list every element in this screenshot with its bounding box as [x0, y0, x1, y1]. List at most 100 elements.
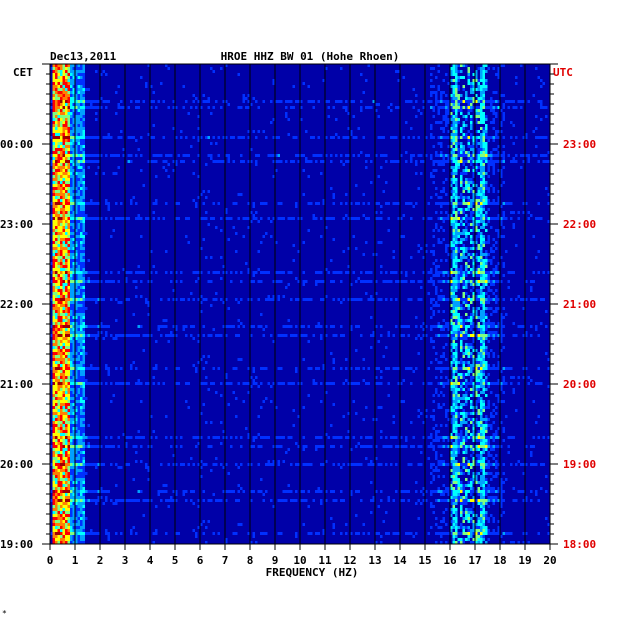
heatmap-cell [432, 346, 435, 349]
heatmap-cell [57, 241, 60, 244]
heatmap-cell [465, 325, 468, 328]
heatmap-cell [497, 160, 500, 163]
heatmap-cell [482, 136, 485, 139]
heatmap-cell [80, 127, 83, 130]
heatmap-cell [90, 298, 93, 301]
heatmap-cell [52, 373, 55, 376]
heatmap-cell [60, 190, 63, 193]
heatmap-cell [247, 268, 250, 271]
heatmap-cell [80, 346, 83, 349]
heatmap-cell [537, 367, 540, 370]
heatmap-cell [250, 280, 253, 283]
heatmap-cell [260, 325, 263, 328]
heatmap-cell [80, 214, 83, 217]
heatmap-cell [467, 190, 470, 193]
heatmap-cell [447, 145, 450, 148]
heatmap-cell [535, 382, 538, 385]
heatmap-cell [477, 370, 480, 373]
heatmap-cell [457, 196, 460, 199]
heatmap-cell [325, 334, 328, 337]
heatmap-cell [370, 295, 373, 298]
heatmap-cell [500, 169, 503, 172]
heatmap-cell [375, 325, 378, 328]
heatmap-cell [497, 379, 500, 382]
heatmap-cell [80, 244, 83, 247]
heatmap-cell [547, 367, 550, 370]
heatmap-cell [502, 391, 505, 394]
heatmap-cell [67, 175, 70, 178]
heatmap-cell [80, 145, 83, 148]
heatmap-cell [60, 364, 63, 367]
heatmap-cell [482, 226, 485, 229]
heatmap-cell [480, 355, 483, 358]
heatmap-cell [482, 85, 485, 88]
heatmap-cell [50, 214, 53, 217]
heatmap-cell [320, 154, 323, 157]
heatmap-cell [277, 295, 280, 298]
heatmap-cell [377, 298, 380, 301]
heatmap-cell [270, 385, 273, 388]
heatmap-cell [70, 118, 73, 121]
heatmap-cell [460, 112, 463, 115]
heatmap-cell [477, 112, 480, 115]
heatmap-cell [77, 262, 80, 265]
heatmap-cell [475, 184, 478, 187]
heatmap-cell [410, 127, 413, 130]
heatmap-cell [420, 154, 423, 157]
heatmap-cell [192, 199, 195, 202]
heatmap-cell [65, 292, 68, 295]
heatmap-cell [55, 238, 58, 241]
heatmap-cell [82, 130, 85, 133]
heatmap-cell [512, 271, 515, 274]
heatmap-cell [472, 166, 475, 169]
heatmap-cell [405, 121, 408, 124]
heatmap-cell [70, 199, 73, 202]
heatmap-cell [475, 139, 478, 142]
heatmap-cell [227, 403, 230, 406]
heatmap-cell [140, 154, 143, 157]
heatmap-cell [540, 106, 543, 109]
heatmap-cell [467, 97, 470, 100]
heatmap-cell [490, 322, 493, 325]
heatmap-cell [275, 154, 278, 157]
heatmap-cell [445, 247, 448, 250]
heatmap-cell [487, 238, 490, 241]
heatmap-cell [205, 298, 208, 301]
heatmap-cell [162, 382, 165, 385]
heatmap-cell [67, 319, 70, 322]
heatmap-cell [477, 190, 480, 193]
heatmap-cell [197, 154, 200, 157]
heatmap-cell [82, 178, 85, 181]
heatmap-cell [455, 391, 458, 394]
heatmap-cell [462, 319, 465, 322]
heatmap-cell [65, 412, 68, 415]
heatmap-cell [295, 334, 298, 337]
heatmap-cell [452, 373, 455, 376]
heatmap-cell [455, 130, 458, 133]
heatmap-cell [427, 100, 430, 103]
heatmap-cell [217, 367, 220, 370]
heatmap-cell [485, 154, 488, 157]
heatmap-cell [62, 211, 65, 214]
heatmap-cell [55, 397, 58, 400]
heatmap-cell [382, 154, 385, 157]
heatmap-cell [60, 250, 63, 253]
heatmap-cell [435, 154, 438, 157]
heatmap-cell [490, 247, 493, 250]
heatmap-cell [500, 325, 503, 328]
heatmap-cell [272, 217, 275, 220]
heatmap-cell [430, 124, 433, 127]
heatmap-cell [495, 295, 498, 298]
heatmap-cell [290, 382, 293, 385]
heatmap-cell [155, 364, 158, 367]
heatmap-cell [475, 130, 478, 133]
heatmap-cell [77, 205, 80, 208]
heatmap-cell [55, 244, 58, 247]
heatmap-cell [435, 160, 438, 163]
heatmap-cell [502, 235, 505, 238]
heatmap-cell [520, 154, 523, 157]
heatmap-cell [170, 271, 173, 274]
heatmap-cell [200, 301, 203, 304]
heatmap-cell [60, 421, 63, 424]
heatmap-cell [52, 295, 55, 298]
